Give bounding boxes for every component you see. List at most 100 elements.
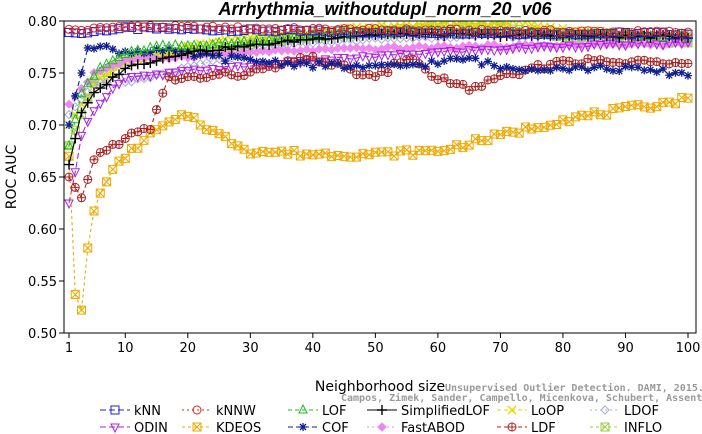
series-point-COF xyxy=(171,47,180,56)
series-point-SimplifiedLOF xyxy=(239,41,250,52)
series-point-LDF xyxy=(652,57,662,67)
series-point-KDEOS xyxy=(470,134,480,144)
series-point-COF xyxy=(665,71,674,80)
series-point-LDF xyxy=(127,128,137,138)
series-point-kNNW xyxy=(102,23,112,33)
series-point-ODIN xyxy=(414,50,424,61)
series-point-LDF xyxy=(233,71,243,81)
series-point-LOF xyxy=(151,40,162,50)
series-point-kNNW xyxy=(652,26,662,36)
series-point-kNNW xyxy=(514,28,524,38)
series-point-LDF xyxy=(639,55,649,65)
x-tick-label: 90 xyxy=(617,341,634,356)
series-point-COF xyxy=(415,60,424,69)
series-point-kNNW xyxy=(577,26,587,36)
series-point-kNN xyxy=(595,29,605,39)
series-point-kNN xyxy=(370,28,380,38)
series-point-COF xyxy=(608,66,617,75)
series-point-KDEOS xyxy=(683,93,693,103)
series-point-COF xyxy=(127,49,136,58)
series-point-COF xyxy=(158,46,167,55)
series-point-LDF xyxy=(77,193,86,202)
series-point-FastABOD xyxy=(326,45,337,55)
series-point-ODIN xyxy=(470,46,481,57)
series-point-COF xyxy=(677,68,686,77)
series-point-ODIN xyxy=(401,50,412,61)
series-point-COF xyxy=(627,63,636,72)
series-point-COF xyxy=(602,65,611,74)
series-point-LDF xyxy=(670,58,680,68)
series-point-LDF xyxy=(158,88,168,98)
series-point-LDF xyxy=(120,133,130,143)
series-point-kNNW xyxy=(583,26,593,36)
series-point-kNNW xyxy=(458,27,468,37)
series-point-LDF xyxy=(77,193,87,203)
series-point-kNNW xyxy=(439,26,449,36)
series-point-ODIN xyxy=(576,43,587,53)
series-point-COF xyxy=(571,63,580,72)
series-point-SimplifiedLOF xyxy=(214,45,225,56)
series-point-SimplifiedLOF xyxy=(76,107,87,118)
series-point-SimplifiedLOF xyxy=(114,69,125,80)
series-point-COF xyxy=(440,56,449,65)
series-point-kNNW xyxy=(127,21,137,31)
series-point-LDF xyxy=(240,71,249,80)
series-point-kNNW xyxy=(333,25,343,35)
series-point-kNNW xyxy=(502,26,512,36)
y-tick-label: 0.65 xyxy=(28,171,57,186)
series-point-COF xyxy=(296,58,305,67)
series-point-ODIN xyxy=(201,66,212,77)
series-KDEOS xyxy=(64,92,693,315)
series-point-LDF xyxy=(195,73,205,83)
series-point-kNNW xyxy=(352,26,362,36)
series-point-KDEOS xyxy=(295,151,305,161)
series-point-COF xyxy=(621,62,630,71)
series-point-ODIN xyxy=(551,43,562,54)
series-point-COF xyxy=(333,59,342,68)
series-point-kNNW xyxy=(477,24,487,34)
series-point-COF xyxy=(483,57,492,66)
series-point-ODIN xyxy=(132,72,143,83)
x-tick-label: 80 xyxy=(555,341,572,356)
series-point-ODIN xyxy=(195,67,206,77)
series-point-COF xyxy=(383,60,392,69)
series-point-SimplifiedLOF xyxy=(82,97,93,108)
series-point-LDF xyxy=(465,86,474,95)
series-point-LDF xyxy=(684,59,692,68)
series-point-kNNW xyxy=(358,25,368,35)
series-point-kNNW xyxy=(414,26,424,36)
legend-label: SimplifiedLOF xyxy=(401,404,490,419)
series-point-LDF xyxy=(433,75,443,85)
legend-swatch-marker xyxy=(507,422,517,432)
series-point-LDF xyxy=(70,182,80,192)
series-point-ODIN xyxy=(364,53,374,63)
series-point-ODIN xyxy=(445,47,456,57)
watermark-line-1: Unsupervised Outlier Detection. DAMI, 20… xyxy=(445,382,702,394)
series-point-kNN xyxy=(545,29,555,39)
series-point-LDF xyxy=(458,80,467,89)
series-point-ODIN xyxy=(351,54,362,65)
series-point-COF xyxy=(108,45,117,54)
legend-item-ODIN: ODIN xyxy=(100,421,168,434)
series-point-ODIN xyxy=(176,66,187,77)
series-point-LDF xyxy=(115,140,124,149)
legend-item-FastABOD: FastABOD xyxy=(367,421,465,434)
series-point-SimplifiedLOF xyxy=(101,79,112,90)
series-point-kNNW xyxy=(295,25,305,35)
series-point-SimplifiedLOF xyxy=(245,40,256,51)
series-point-KDEOS xyxy=(95,188,105,198)
series-point-kNN xyxy=(552,30,562,40)
series-point-LDF xyxy=(170,75,180,85)
series-point-SimplifiedLOF xyxy=(176,50,187,61)
series-point-ODIN xyxy=(433,48,443,58)
series-point-ODIN xyxy=(408,50,418,61)
series-point-SimplifiedLOF xyxy=(107,72,118,83)
series-point-kNNW xyxy=(402,24,412,34)
series-point-SimplifiedLOF xyxy=(307,34,318,45)
legend-swatch-marker xyxy=(600,405,610,415)
series-point-ODIN xyxy=(589,40,600,50)
x-tick-label: 40 xyxy=(305,341,322,356)
series-point-LDOF xyxy=(76,94,87,104)
series-point-LDF xyxy=(214,69,224,79)
series-point-ODIN xyxy=(182,67,193,77)
